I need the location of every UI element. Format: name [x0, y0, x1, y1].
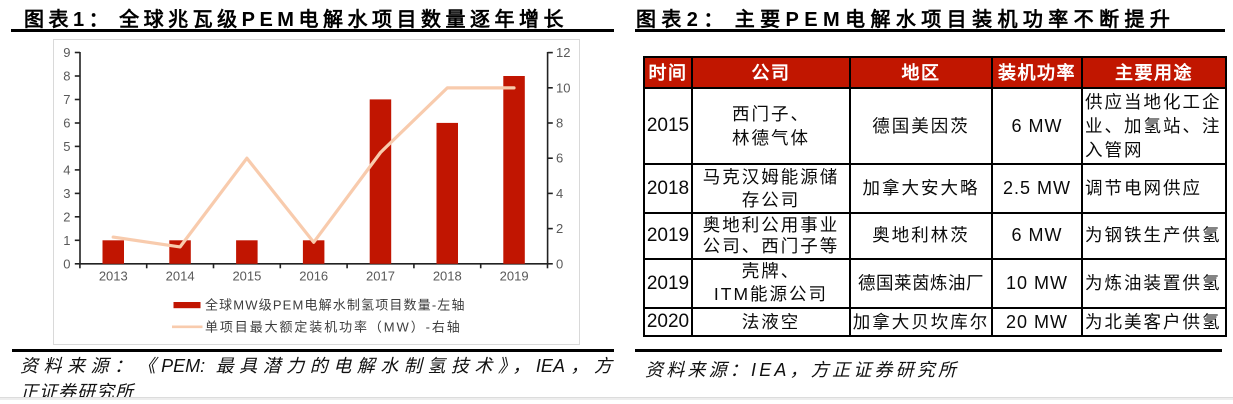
svg-text:全球MW级PEM电解水制氢项目数量-左轴: 全球MW级PEM电解水制氢项目数量-左轴 [205, 298, 466, 313]
svg-text:2016: 2016 [299, 269, 328, 284]
svg-text:10: 10 [556, 80, 570, 95]
svg-text:8: 8 [63, 69, 70, 84]
svg-text:12: 12 [556, 45, 570, 60]
svg-text:2017: 2017 [366, 269, 395, 284]
svg-text:4: 4 [63, 162, 70, 177]
svg-text:8: 8 [556, 116, 563, 131]
svg-text:2014: 2014 [166, 269, 195, 284]
svg-text:2013: 2013 [99, 269, 128, 284]
svg-text:9: 9 [63, 45, 70, 60]
svg-text:2018: 2018 [433, 269, 462, 284]
svg-text:2: 2 [556, 221, 563, 236]
svg-text:2: 2 [63, 209, 70, 224]
svg-text:6: 6 [63, 116, 70, 131]
svg-text:5: 5 [63, 139, 70, 154]
svg-text:1: 1 [63, 233, 70, 248]
svg-text:7: 7 [63, 92, 70, 107]
svg-text:3: 3 [63, 186, 70, 201]
svg-text:单项目最大额定装机功率（MW）-右轴: 单项目最大额定装机功率（MW）-右轴 [205, 319, 462, 334]
svg-text:0: 0 [556, 256, 563, 271]
svg-text:2015: 2015 [232, 269, 261, 284]
svg-text:6: 6 [556, 151, 563, 166]
svg-text:2019: 2019 [500, 269, 529, 284]
svg-text:0: 0 [63, 256, 70, 271]
svg-text:4: 4 [556, 186, 563, 201]
